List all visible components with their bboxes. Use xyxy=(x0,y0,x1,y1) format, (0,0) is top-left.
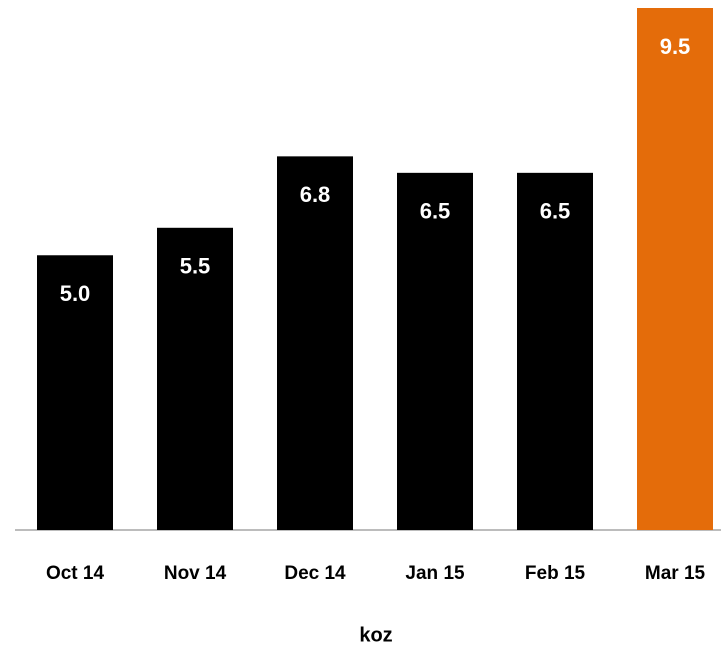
bar xyxy=(397,172,473,530)
x-tick-label: Jan 15 xyxy=(405,563,465,584)
value-label: 5.5 xyxy=(180,254,211,279)
x-tick-label: Nov 14 xyxy=(164,563,227,584)
bar xyxy=(37,255,113,530)
value-label: 9.5 xyxy=(660,34,691,59)
value-label: 6.8 xyxy=(300,182,331,207)
x-tick-label: Dec 14 xyxy=(284,563,346,584)
x-tick-label: Feb 15 xyxy=(525,563,586,584)
x-tick-label: Mar 15 xyxy=(645,563,706,584)
bar xyxy=(277,156,353,530)
value-label: 6.5 xyxy=(420,199,451,224)
value-label: 6.5 xyxy=(540,199,571,224)
bar xyxy=(157,227,233,530)
bar xyxy=(637,8,713,530)
bar xyxy=(517,172,593,530)
x-tick-label: Oct 14 xyxy=(46,563,105,584)
x-axis-title: koz xyxy=(359,624,392,646)
value-label: 5.0 xyxy=(60,281,91,306)
